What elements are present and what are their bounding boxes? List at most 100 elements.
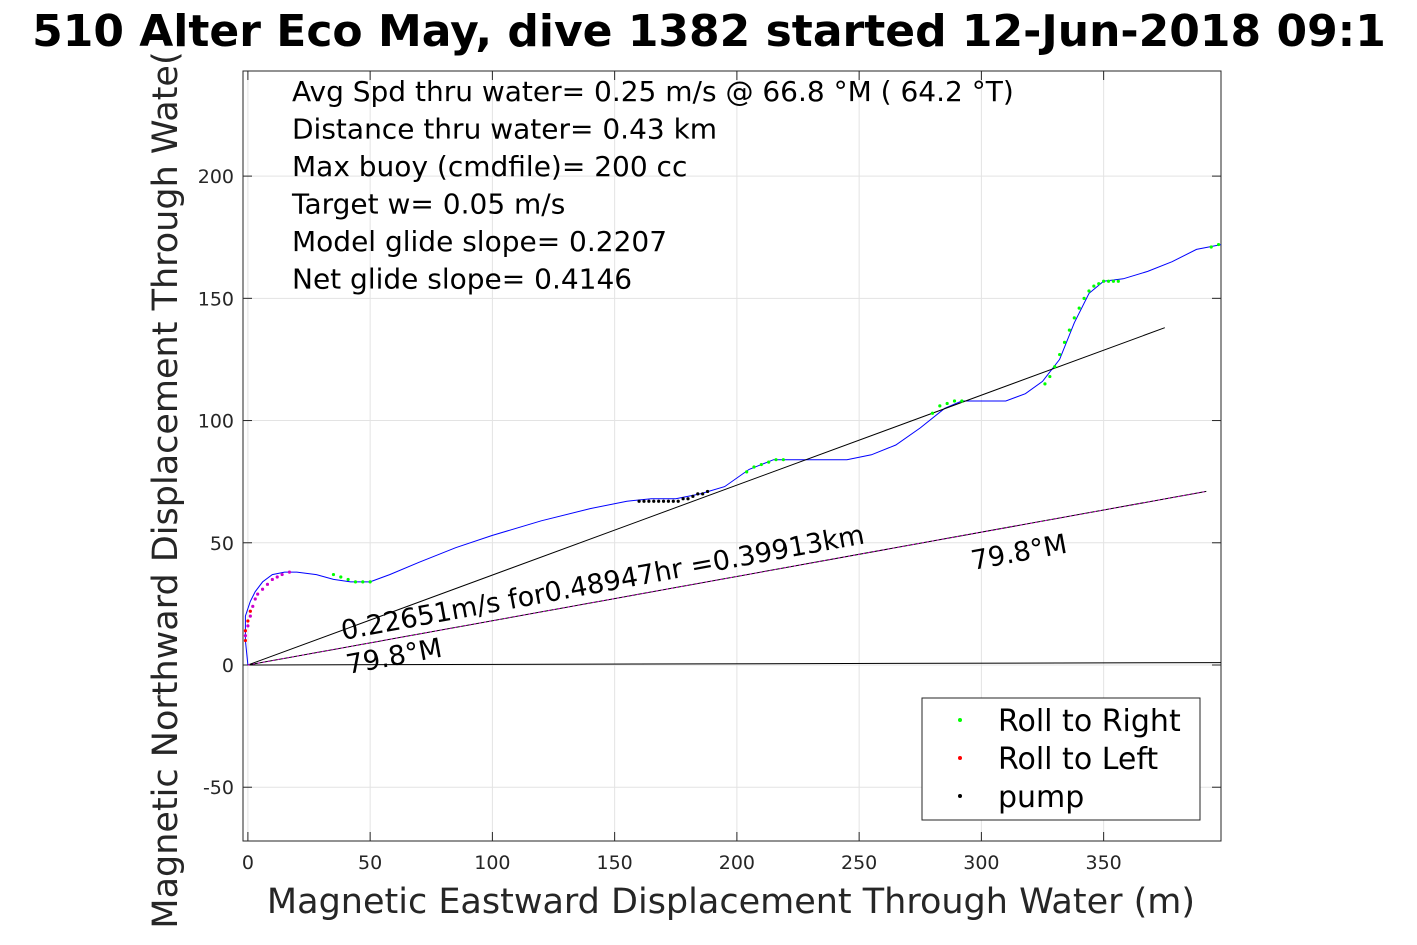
marker-roll_right	[1106, 279, 1111, 283]
marker-purple	[270, 577, 274, 582]
marker-pump	[652, 499, 656, 503]
marker-roll_right	[353, 580, 358, 584]
marker-purple	[265, 582, 270, 586]
annotation-line: Target w= 0.05 m/s	[291, 188, 565, 221]
marker-roll_right	[331, 572, 336, 577]
marker-roll_right	[767, 460, 771, 464]
marker-roll_right	[339, 575, 343, 579]
marker-pump	[666, 499, 671, 503]
marker-roll_right	[1067, 328, 1072, 332]
marker-pump	[691, 494, 695, 498]
marker-roll_left	[243, 638, 248, 643]
marker-roll_right	[752, 465, 756, 469]
x-tick-label: 200	[719, 852, 755, 874]
marker-roll_right	[1058, 352, 1062, 357]
annotation-text-block: Avg Spd thru water= 0.25 m/s @ 66.8 °M (…	[291, 75, 1014, 296]
marker-purple	[256, 592, 260, 596]
y-tick-label: 100	[198, 411, 234, 433]
marker-roll_right	[930, 411, 935, 415]
marker-roll_right	[1062, 340, 1067, 344]
marker-roll_right	[1053, 365, 1057, 369]
marker-roll_right	[1077, 306, 1081, 310]
marker-roll_right	[745, 470, 749, 474]
marker-pump	[657, 499, 661, 503]
marker-pump	[705, 489, 710, 494]
marker-purple	[246, 624, 250, 628]
marker-pump	[681, 497, 685, 501]
legend-box	[921, 697, 1201, 821]
marker-layer	[243, 242, 1221, 643]
marker-pump	[696, 492, 700, 496]
marker-roll_right	[1092, 284, 1096, 288]
marker-roll_right	[1082, 296, 1086, 300]
y-tick-label: 50	[210, 533, 234, 555]
marker-roll_right	[938, 404, 942, 408]
marker-roll_right	[960, 399, 964, 403]
marker-pump	[637, 499, 641, 503]
axis-ticks: 0 50 100 150 200 250 300 350 -50 0 50 100 150 200	[198, 71, 1221, 874]
marker-roll_right	[952, 399, 957, 403]
y-tick-label: -50	[203, 777, 234, 799]
marker-roll_right	[1209, 245, 1213, 249]
chart-title: 510 Alter Eco May, dive 1382 started 12-…	[32, 6, 1386, 57]
marker-purple	[287, 570, 292, 574]
legend-label: Roll to Left	[998, 742, 1158, 777]
x-tick-label: 0	[242, 852, 254, 874]
marker-purple	[275, 575, 279, 579]
marker-roll_right	[774, 458, 778, 462]
legend-label: Roll to Right	[998, 704, 1181, 739]
x-tick-label: 300	[963, 852, 999, 874]
annotation-line: Distance thru water= 0.43 km	[292, 113, 717, 146]
y-tick-label: 0	[222, 655, 234, 677]
marker-purple	[251, 604, 255, 608]
marker-roll_right	[1087, 289, 1091, 293]
plot-area-frame	[242, 70, 1222, 842]
series-line-baseline	[247, 662, 1222, 666]
marker-pump	[647, 499, 651, 503]
marker-purple	[280, 572, 284, 577]
y-tick-label: 150	[198, 288, 234, 310]
marker-purple	[260, 587, 265, 591]
legend-marker	[958, 718, 962, 722]
series-layer	[244, 244, 1222, 666]
series-line-track	[244, 244, 1222, 666]
marker-pump	[671, 499, 675, 503]
marker-roll_right	[1216, 242, 1221, 247]
heading-overlay-line	[247, 490, 1207, 666]
marker-roll_right	[1048, 374, 1052, 379]
marker-roll_right	[1097, 282, 1101, 286]
marker-roll_left	[243, 629, 248, 633]
grid-lines	[243, 71, 1221, 841]
marker-roll_right	[781, 458, 785, 462]
marker-roll_left	[248, 609, 252, 613]
marker-pump	[686, 497, 690, 501]
legend-marker	[958, 756, 962, 760]
marker-roll_right	[759, 462, 763, 467]
marker-purple	[253, 597, 257, 601]
marker-roll_right	[1116, 279, 1120, 283]
marker-roll_right	[1072, 316, 1076, 320]
annotation-line: Max buoy (cmdfile)= 200 cc	[292, 150, 687, 183]
marker-pump	[642, 499, 646, 503]
marker-roll_right	[368, 580, 372, 584]
marker-roll_right	[361, 580, 365, 584]
x-tick-label: 250	[841, 852, 877, 874]
marker-roll_right	[945, 401, 949, 406]
x-axis-label: Magnetic Eastward Displacement Through W…	[267, 882, 1195, 922]
x-tick-label: 150	[597, 852, 633, 874]
x-tick-label: 350	[1086, 852, 1122, 874]
series-line-reference	[247, 327, 1165, 666]
y-axis-label: Magnetic Northward Displacement Through …	[146, 51, 186, 928]
legend-marker	[958, 794, 962, 798]
marker-roll_right	[1043, 382, 1047, 386]
marker-roll_right	[1102, 279, 1106, 283]
marker-pump	[676, 499, 680, 503]
marker-pump	[661, 499, 666, 503]
marker-purple	[243, 634, 248, 638]
marker-roll_right	[346, 577, 350, 582]
annotation-line: Model glide slope= 0.2207	[292, 225, 667, 258]
marker-purple	[248, 614, 252, 618]
marker-roll_left	[246, 619, 250, 623]
annotation-line: Net glide slope= 0.4146	[292, 263, 632, 296]
